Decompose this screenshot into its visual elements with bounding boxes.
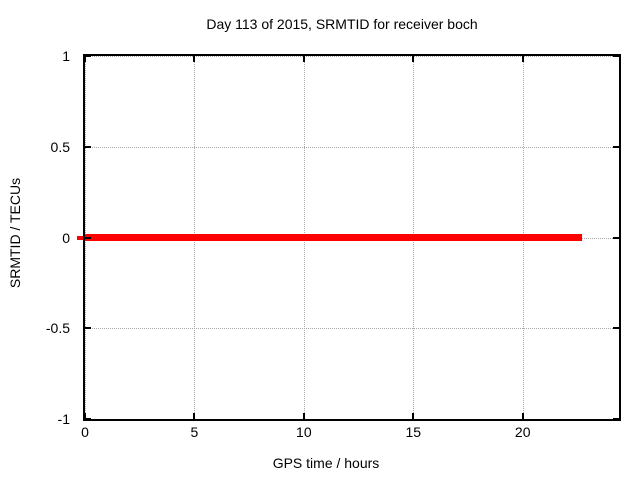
x-tick-label: 15 (405, 424, 422, 440)
y-tick-label: -1 (57, 411, 70, 427)
x-tick-mark-top (521, 56, 524, 62)
x-tick-mark-top (302, 56, 305, 62)
y-tick-mark-left (85, 145, 91, 148)
x-tick-label: 20 (514, 424, 531, 440)
y-tick-mark-left (85, 56, 91, 57)
y-tick-mark-right (613, 236, 619, 239)
x-tick-mark-bottom (412, 413, 415, 419)
y-tick-mark-left (85, 418, 91, 419)
y-zero-tick-dash (77, 236, 83, 240)
plot-area (85, 56, 619, 419)
x-tick-mark-bottom (521, 413, 524, 419)
y-tick-mark-right (613, 418, 619, 419)
y-gridline (85, 328, 619, 330)
y-tick-label: 0.5 (50, 138, 70, 155)
x-tick-label: 5 (190, 424, 199, 440)
data-series-srmtid (85, 234, 582, 241)
y-tick-mark-right (613, 145, 619, 148)
y-tick-label: -0.5 (45, 320, 70, 337)
x-tick-mark-bottom (85, 413, 86, 419)
y-tick-mark-left (85, 236, 91, 239)
y-tick-mark-right (613, 56, 619, 57)
y-tick-mark-left (85, 327, 91, 330)
x-tick-label: 0 (81, 424, 89, 440)
x-tick-mark-bottom (193, 413, 196, 419)
x-tick-mark-top (193, 56, 196, 62)
x-tick-mark-top (85, 56, 86, 62)
y-tick-label: 0 (62, 229, 70, 246)
y-tick-label: 1 (62, 48, 70, 64)
y-tick-mark-right (613, 327, 619, 330)
x-axis-label: GPS time / hours (272, 455, 380, 471)
x-tick-mark-top (412, 56, 415, 62)
y-gridline (85, 146, 619, 148)
y-gridline (85, 56, 619, 57)
chart-title: Day 113 of 2015, SRMTID for receiver boc… (206, 16, 478, 32)
x-tick-label: 10 (296, 424, 312, 440)
x-tick-mark-bottom (302, 413, 305, 419)
